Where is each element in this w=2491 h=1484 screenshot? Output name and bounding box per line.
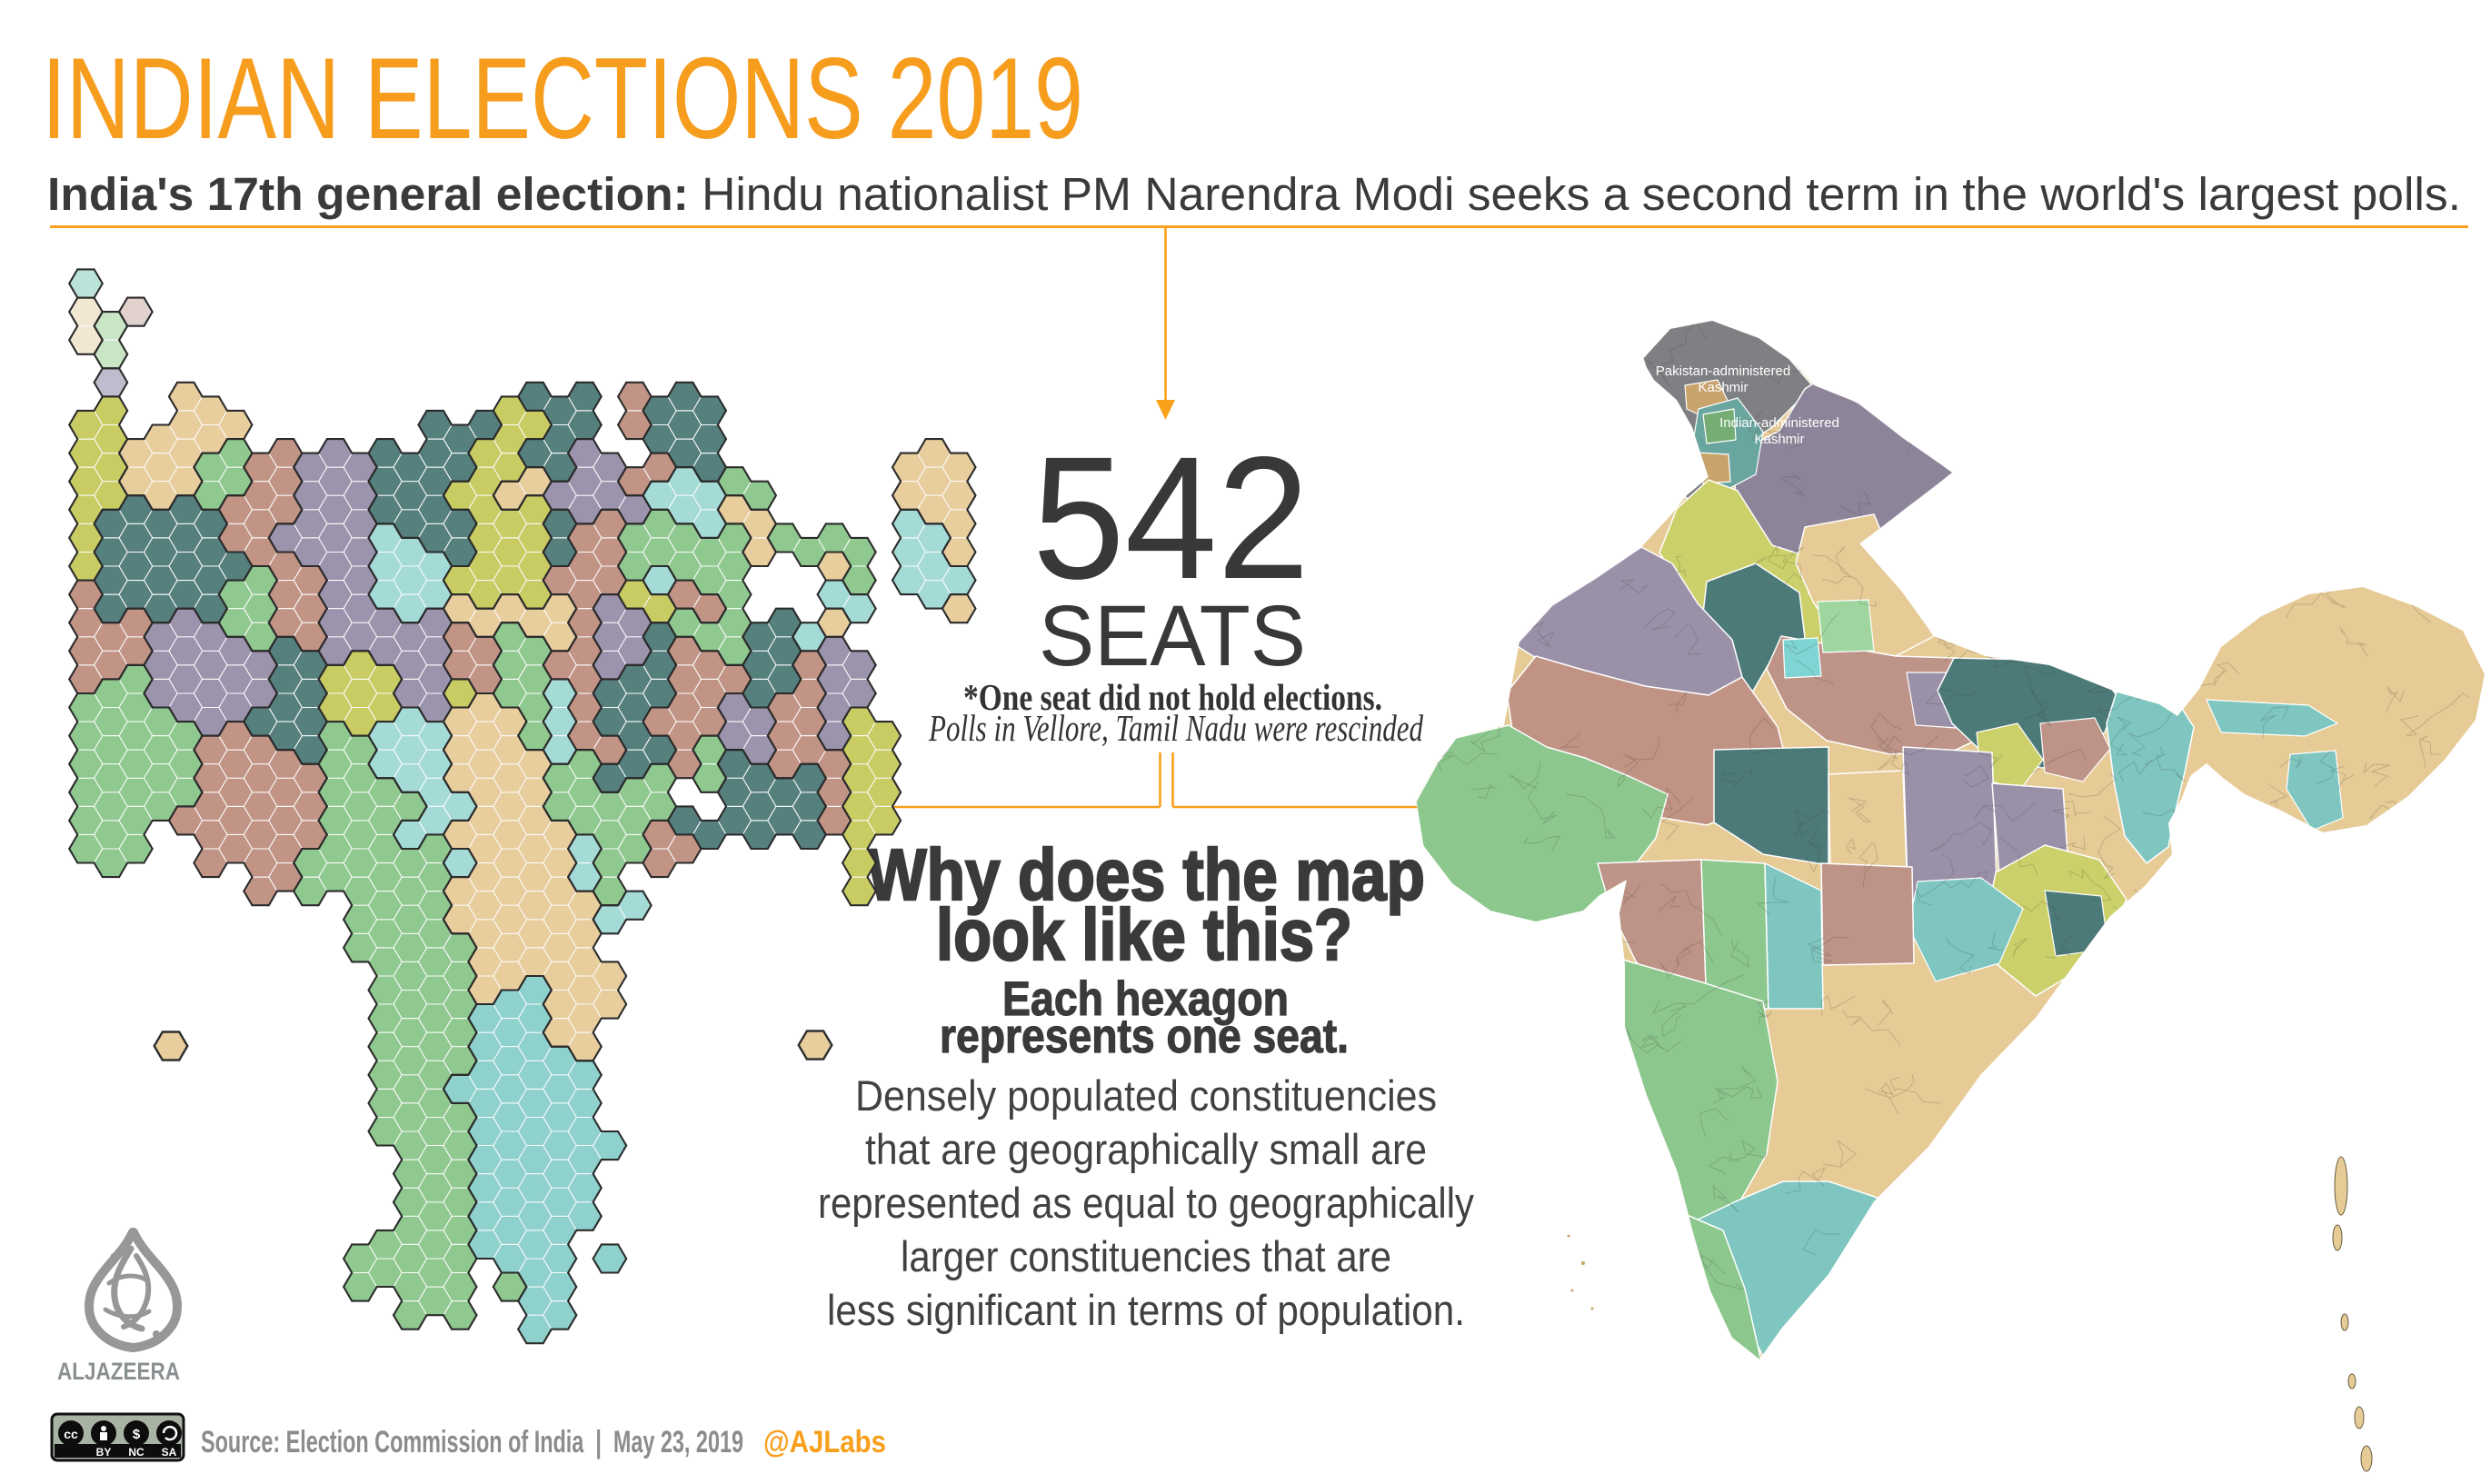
svg-text:SA: SA (162, 1446, 177, 1459)
svg-text:look like this?: look like this? (936, 894, 1352, 975)
svg-text:Polls in Vellore, Tamil Nadu w: Polls in Vellore, Tamil Nadu were rescin… (928, 707, 1423, 749)
svg-text:Kashmir: Kashmir (1698, 380, 1748, 395)
svg-text:Pakistan-administered: Pakistan-administered (1656, 364, 1790, 379)
svg-text:Source: Election Commission of: Source: Election Commission of India | M… (201, 1425, 743, 1459)
svg-text:Indian-administered: Indian-administered (1719, 415, 1839, 431)
svg-text:larger constituencies that are: larger constituencies that are (901, 1232, 1391, 1280)
svg-text:ALJAZEERA: ALJAZEERA (57, 1358, 180, 1385)
svg-text:INDIAN ELECTIONS 2019: INDIAN ELECTIONS 2019 (42, 34, 1083, 163)
svg-text:represented as equal to geogra: represented as equal to geographically (818, 1179, 1474, 1227)
svg-text:542: 542 (1032, 420, 1310, 615)
svg-text:Why does the map: Why does the map (867, 834, 1425, 915)
svg-text:NC: NC (128, 1446, 144, 1459)
svg-text:Each hexagon: Each hexagon (1002, 972, 1289, 1026)
svg-text:Kashmir: Kashmir (1754, 432, 1804, 447)
svg-text:less significant in terms of p: less significant in terms of population. (827, 1286, 1465, 1334)
svg-text:cc: cc (64, 1427, 78, 1441)
svg-text:represents one seat.: represents one seat. (940, 1010, 1349, 1063)
svg-text:that are geographically small: that are geographically small are (865, 1125, 1427, 1173)
svg-text:*One seat did not hold electio: *One seat did not hold elections. (963, 676, 1382, 718)
svg-text:BY: BY (96, 1446, 112, 1459)
svg-text:Densely populated constituenci: Densely populated constituencies (855, 1071, 1437, 1120)
svg-text:India's 17th general election:: India's 17th general election: Hindu nat… (47, 168, 2461, 220)
svg-text:@AJLabs: @AJLabs (763, 1425, 886, 1459)
svg-text:$: $ (133, 1427, 141, 1442)
svg-text:SEATS: SEATS (1039, 588, 1306, 684)
